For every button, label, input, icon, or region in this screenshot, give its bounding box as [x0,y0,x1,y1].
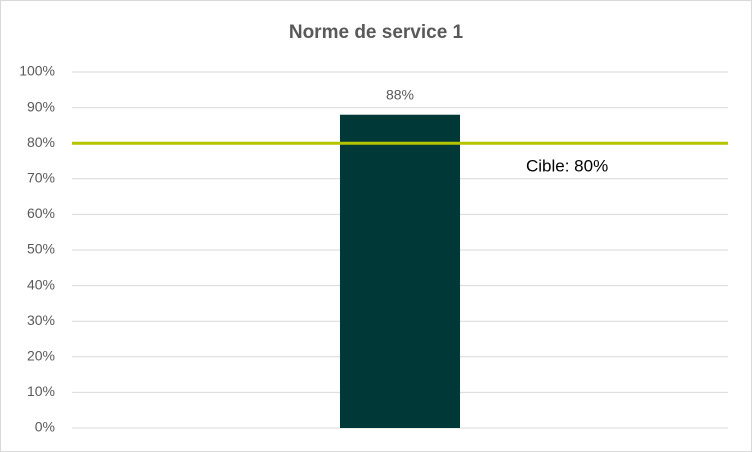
y-tick-label: 100% [19,63,55,79]
y-tick-label: 80% [27,134,55,150]
y-tick-label: 40% [27,276,55,292]
chart-title: Norme de service 1 [289,22,464,43]
y-tick-label: 70% [27,170,55,186]
y-tick-label: 60% [27,205,55,221]
y-tick-label: 30% [27,312,55,328]
y-tick-label: 10% [27,383,55,399]
y-tick-label: 50% [27,241,55,257]
y-tick-label: 20% [27,348,55,364]
target-label: Cible: 80% [526,157,608,176]
y-tick-label: 0% [35,419,55,435]
bar [339,114,461,428]
data-label: 88% [386,86,414,102]
y-tick-label: 90% [27,98,55,114]
